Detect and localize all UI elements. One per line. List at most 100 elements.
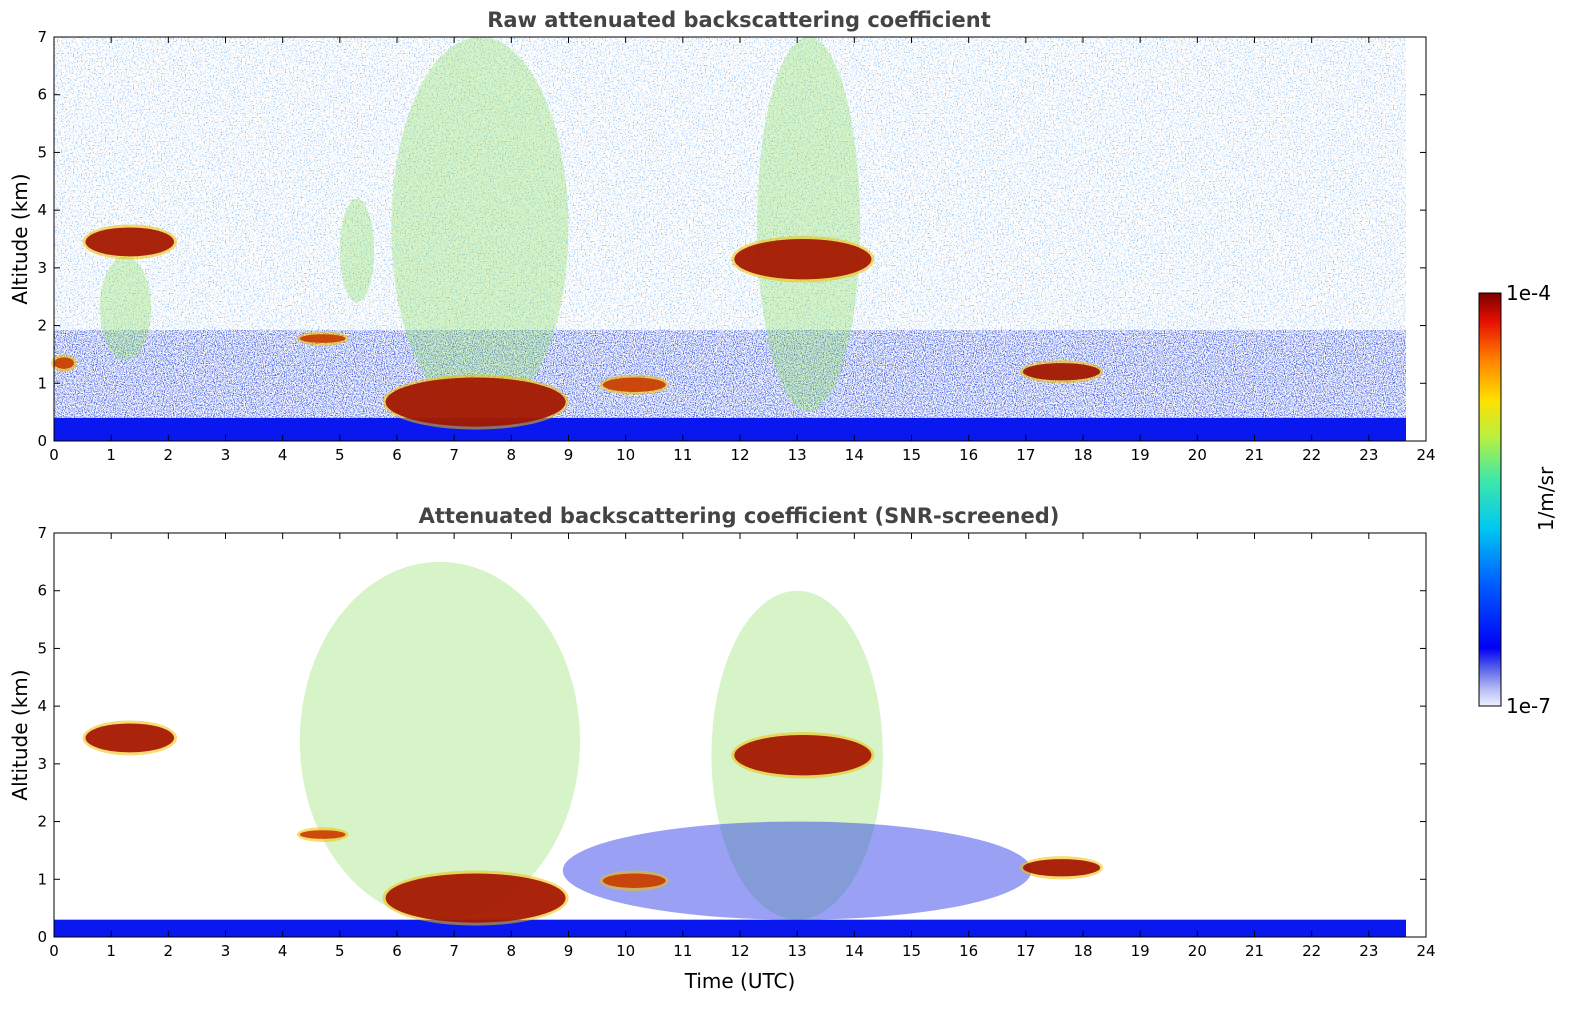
bottom-y-tick-label: 1: [37, 870, 47, 888]
top-x-tick-label: 6: [392, 446, 402, 464]
top-y-axis-label: Altitude (km): [8, 173, 32, 304]
bottom-x-tick-label: 6: [392, 942, 402, 960]
bottom-y-tick-label: 6: [37, 582, 47, 600]
bottom-x-tick-label: 0: [49, 942, 59, 960]
bottom-y-tick-label: 2: [37, 813, 47, 831]
bottom-x-tick-label: 22: [1302, 942, 1321, 960]
bottom-y-ticks: 0 1 2 3 4 5 6 7: [37, 524, 1426, 946]
bottom-x-tick-label: 2: [164, 942, 174, 960]
top-chart-title: Raw attenuated backscattering coefficien…: [487, 8, 991, 32]
bottom-x-tick-label: 21: [1245, 942, 1264, 960]
bottom-cloud-layer: [299, 830, 346, 839]
bottom-chart-title: Attenuated backscattering coefficient (S…: [419, 504, 1060, 528]
bottom-x-tick-label: 14: [845, 942, 864, 960]
top-x-tick-label: 12: [730, 446, 749, 464]
bottom-x-tick-label: 17: [1016, 942, 1035, 960]
top-y-tick-label: 3: [37, 259, 47, 277]
bottom-x-tick-label: 10: [616, 942, 635, 960]
bottom-cloud-layer: [602, 873, 666, 888]
top-noise-field: [54, 37, 1406, 441]
top-x-tick-label: 11: [673, 446, 692, 464]
bottom-x-tick-label: 24: [1416, 942, 1435, 960]
bottom-x-tick-label: 12: [730, 942, 749, 960]
top-no-data-region: [1405, 37, 1426, 441]
bottom-y-tick-label: 0: [37, 928, 47, 946]
colorbar-max-label: 1e-4: [1506, 281, 1551, 305]
top-x-tick-label: 7: [449, 446, 459, 464]
top-x-tick-label: 21: [1245, 446, 1264, 464]
bottom-y-axis-label: Altitude (km): [8, 669, 32, 800]
top-x-tick-label: 19: [1131, 446, 1150, 464]
bottom-features: [54, 561, 1406, 937]
bottom-cloud-layer: [1022, 859, 1101, 877]
top-y-ticks: 0 1 2 3 4 5 6 7: [37, 28, 1426, 450]
bottom-x-tick-label: 20: [1188, 942, 1207, 960]
bottom-x-tick-label: 8: [507, 942, 517, 960]
top-plot-area: [51, 37, 1426, 441]
bottom-x-tick-label: 4: [278, 942, 288, 960]
top-cloud-layer: [85, 227, 175, 257]
top-y-tick-label: 6: [37, 86, 47, 104]
top-x-tick-label: 17: [1016, 446, 1035, 464]
top-y-tick-label: 5: [37, 143, 47, 161]
top-x-tick-label: 15: [902, 446, 921, 464]
top-y-tick-label: 4: [37, 201, 47, 219]
bottom-chart: Attenuated backscattering coefficient (S…: [8, 504, 1436, 993]
bottom-x-tick-label: 7: [449, 942, 459, 960]
bottom-surface-layer: [54, 919, 1406, 937]
top-x-tick-label: 14: [845, 446, 864, 464]
bottom-x-tick-label: 23: [1359, 942, 1378, 960]
bottom-aerosol-layer: [299, 561, 580, 920]
top-x-tick-label: 22: [1302, 446, 1321, 464]
top-x-tick-label: 20: [1188, 446, 1207, 464]
bottom-no-data-region: [1405, 533, 1426, 937]
top-aerosol-layer: [391, 37, 569, 418]
top-cloud-layer: [602, 377, 666, 392]
bottom-x-tick-label: 18: [1073, 942, 1092, 960]
top-y-tick-label: 0: [37, 432, 47, 450]
bottom-x-tick-label: 19: [1131, 942, 1150, 960]
top-x-tick-label: 16: [959, 446, 978, 464]
bottom-x-tick-label: 16: [959, 942, 978, 960]
bottom-y-tick-label: 5: [37, 639, 47, 657]
colorbar-min-label: 1e-7: [1506, 694, 1551, 718]
top-x-tick-label: 0: [49, 446, 59, 464]
top-x-tick-label: 13: [788, 446, 807, 464]
bottom-cloud-layer: [734, 735, 872, 776]
bottom-x-tick-label: 11: [673, 942, 692, 960]
top-y-tick-label: 1: [37, 374, 47, 392]
bottom-y-tick-label: 3: [37, 755, 47, 773]
top-aerosol-layer: [99, 256, 152, 361]
top-cloud-layer: [299, 334, 346, 343]
top-aerosol-layer: [757, 37, 861, 413]
bottom-boundary-layer-layer: [562, 821, 1032, 920]
top-features: [51, 37, 1406, 441]
bottom-x-tick-label: 3: [221, 942, 231, 960]
top-y-tick-label: 7: [37, 28, 47, 46]
bottom-gaps: [1405, 533, 1426, 937]
colorbar: 1e-4 1e-7 1/m/sr: [1478, 281, 1558, 718]
bottom-plot-area: [54, 533, 1426, 937]
top-x-tick-label: 2: [164, 446, 174, 464]
top-x-tick-label: 23: [1359, 446, 1378, 464]
bottom-cloud-layer: [85, 723, 175, 753]
top-x-tick-label: 9: [564, 446, 574, 464]
colorbar-unit-label: 1/m/sr: [1534, 466, 1558, 531]
bottom-y-tick-label: 4: [37, 697, 47, 715]
top-x-tick-label: 8: [507, 446, 517, 464]
top-x-tick-label: 10: [616, 446, 635, 464]
bottom-x-tick-label: 13: [788, 942, 807, 960]
bottom-x-tick-label: 9: [564, 942, 574, 960]
bottom-x-tick-label: 5: [335, 942, 345, 960]
top-x-tick-label: 3: [221, 446, 231, 464]
top-gaps: [1405, 37, 1426, 441]
bottom-x-tick-label: 15: [902, 942, 921, 960]
top-cloud-layer: [1022, 363, 1101, 381]
top-aerosol-layer: [339, 198, 375, 303]
top-chart: Raw attenuated backscattering coefficien…: [8, 8, 1436, 464]
top-cloud-layer: [385, 377, 566, 427]
colorbar-gradient: [1478, 292, 1502, 707]
top-x-tick-label: 24: [1416, 446, 1435, 464]
top-x-tick-label: 5: [335, 446, 345, 464]
top-surface-layer: [54, 417, 1406, 441]
